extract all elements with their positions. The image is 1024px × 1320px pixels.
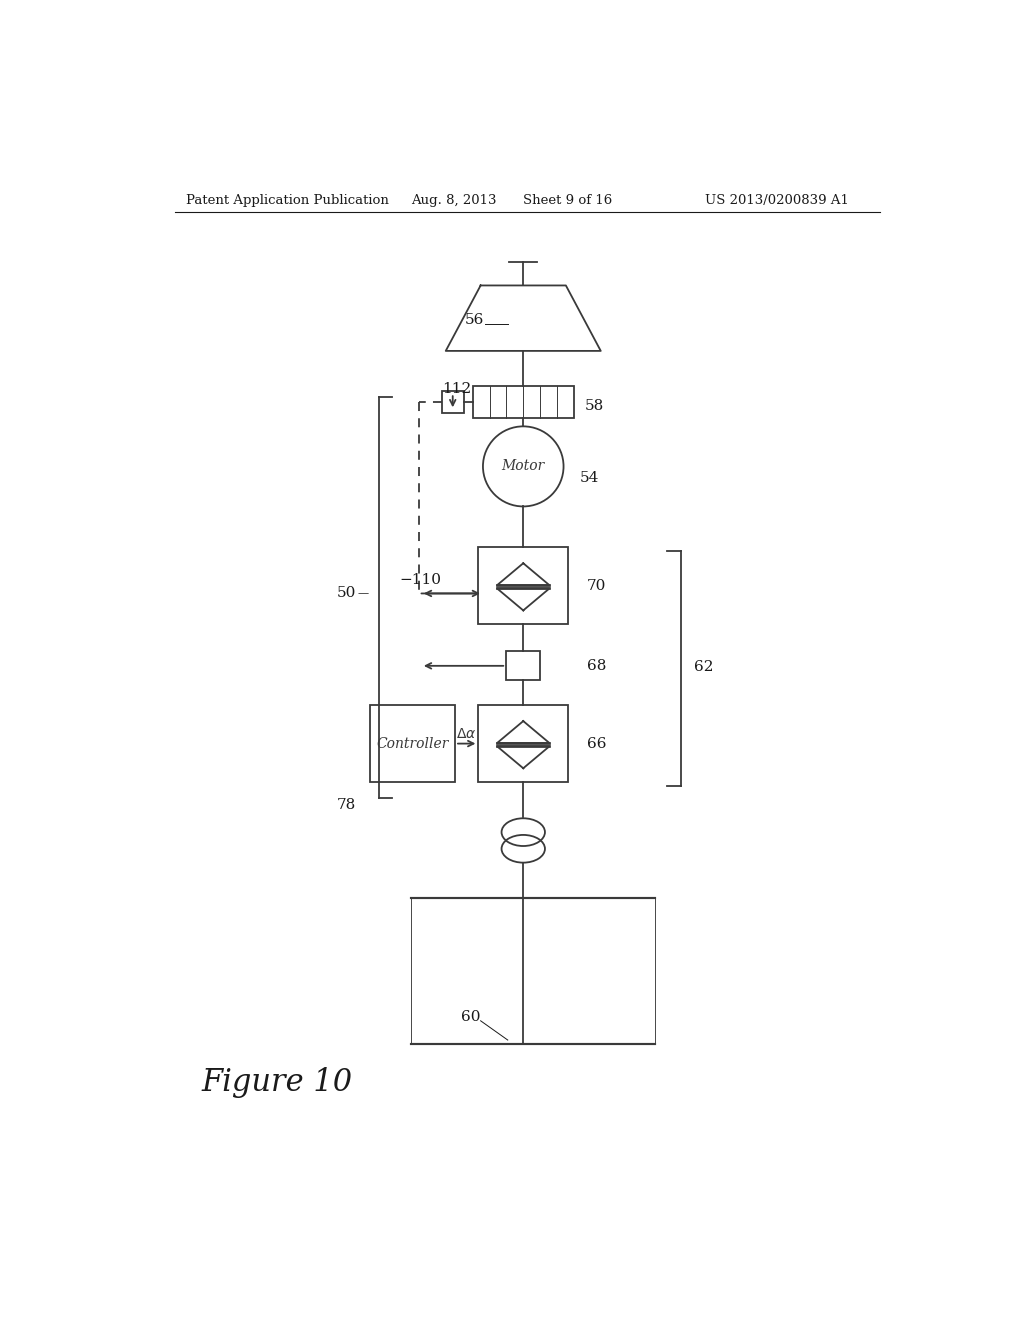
- Text: −110: −110: [399, 573, 441, 587]
- Bar: [478, 705, 568, 781]
- Text: Aug. 8, 2013: Aug. 8, 2013: [411, 194, 497, 207]
- Text: 58: 58: [586, 400, 604, 413]
- Bar: [478, 548, 568, 624]
- Text: Motor: Motor: [502, 459, 545, 474]
- Text: Figure 10: Figure 10: [202, 1067, 352, 1098]
- Text: 54: 54: [580, 471, 599, 484]
- Text: 66: 66: [587, 737, 606, 751]
- Bar: [473, 385, 573, 418]
- Text: 112: 112: [442, 383, 471, 396]
- Text: 60: 60: [461, 1010, 480, 1024]
- Text: $\Delta\alpha$: $\Delta\alpha$: [457, 727, 477, 742]
- Text: 68: 68: [587, 659, 606, 673]
- Text: 70: 70: [587, 578, 606, 593]
- Text: Controller: Controller: [376, 737, 449, 751]
- Text: 50: 50: [337, 586, 356, 601]
- Text: US 2013/0200839 A1: US 2013/0200839 A1: [706, 194, 849, 207]
- Text: 78: 78: [337, 799, 356, 812]
- Text: Patent Application Publication: Patent Application Publication: [186, 194, 389, 207]
- Bar: [506, 651, 541, 681]
- Bar: [442, 391, 464, 412]
- Text: Sheet 9 of 16: Sheet 9 of 16: [523, 194, 612, 207]
- Text: 62: 62: [693, 660, 714, 673]
- Text: 56: 56: [465, 313, 484, 327]
- Text: —: —: [357, 589, 369, 598]
- Bar: [370, 705, 455, 781]
